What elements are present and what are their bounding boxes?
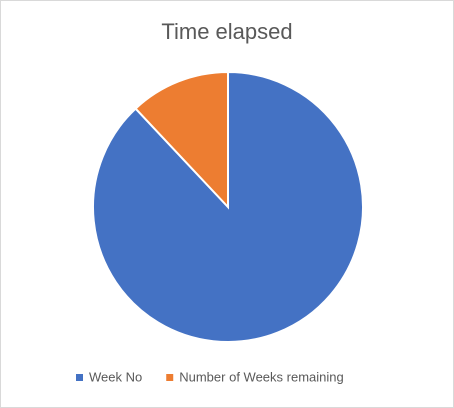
legend-swatch [166,374,174,381]
legend-label: Number of Weeks remaining [179,369,344,384]
pie-slice [134,70,229,210]
legend-swatch [76,374,83,381]
legend-label: Week No [89,369,142,384]
chart-title: Time elapsed [161,19,292,44]
